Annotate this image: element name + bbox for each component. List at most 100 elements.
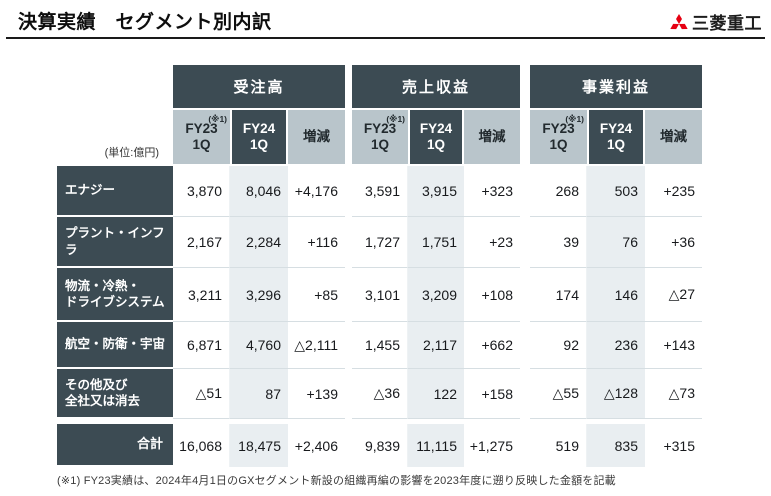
unit-label: (単位:億円): [104, 147, 159, 159]
profit-fy23-value: 519: [530, 424, 587, 467]
group-header-revenue: 売上収益: [352, 65, 520, 110]
profit-fy23-value: 39: [530, 217, 587, 268]
order-fy23-value: 16,068: [173, 424, 230, 467]
segment-row-label: プラント・インフラ: [57, 217, 173, 268]
group-gap: [345, 65, 352, 110]
col-header-label: FY23 1Q: [363, 121, 397, 152]
profit-fy23-value: △55: [530, 369, 587, 419]
company-logo-text: 三菱重工: [692, 14, 762, 33]
order-change-value: +4,176: [288, 166, 345, 217]
revenue-fy23-value: 9,839: [352, 424, 408, 467]
profit-fy23-value: 92: [530, 322, 587, 369]
revenue-fy23-value: 1,727: [352, 217, 408, 268]
segment-row-label: 物流・冷熱・ ドライブシステム: [57, 268, 173, 322]
profit-fy24-value: 835: [587, 424, 645, 467]
group-header-orders: 受注高: [173, 65, 345, 110]
group-gap: [345, 110, 352, 166]
col-header-profit-fy23: (※1) FY23 1Q: [530, 110, 587, 166]
order-fy24-value: 2,284: [230, 217, 288, 268]
revenue-fy24-value: 3,209: [408, 268, 464, 322]
order-fy23-value: 6,871: [173, 322, 230, 369]
profit-change-value: +315: [645, 424, 702, 467]
group-gap: [520, 166, 530, 217]
footnote-ref: (※1): [565, 114, 584, 124]
segment-results-table: 受注高 売上収益 事業利益 (単位:億円) (※1) FY23 1Q FY24 …: [57, 65, 702, 467]
page-title: 決算実績 セグメント別内訳: [18, 12, 272, 33]
corner-spacer: [57, 65, 173, 110]
group-gap: [520, 65, 530, 110]
order-fy23-value: 3,870: [173, 166, 230, 217]
revenue-change-value: +323: [464, 166, 520, 217]
group-gap: [520, 217, 530, 268]
revenue-change-value: +23: [464, 217, 520, 268]
group-gap: [520, 369, 530, 419]
profit-change-value: +143: [645, 322, 702, 369]
order-change-value: +116: [288, 217, 345, 268]
group-gap: [520, 110, 530, 166]
order-change-value: +85: [288, 268, 345, 322]
order-change-value: +139: [288, 369, 345, 419]
group-gap: [345, 424, 352, 467]
revenue-fy24-value: 11,115: [408, 424, 464, 467]
group-gap: [345, 268, 352, 322]
profit-fy23-value: 268: [530, 166, 587, 217]
col-header-profit-fy24: FY24 1Q: [587, 110, 645, 166]
revenue-fy24-value: 3,915: [408, 166, 464, 217]
col-header-label: FY24 1Q: [242, 121, 276, 152]
revenue-fy24-value: 122: [408, 369, 464, 419]
revenue-fy23-value: △36: [352, 369, 408, 419]
group-gap: [520, 322, 530, 369]
col-header-orders-change: 増減: [288, 110, 345, 166]
revenue-fy24-value: 2,117: [408, 322, 464, 369]
order-change-value: +2,406: [288, 424, 345, 467]
order-fy24-value: 3,296: [230, 268, 288, 322]
profit-change-value: +235: [645, 166, 702, 217]
order-change-value: △2,111: [288, 322, 345, 369]
col-header-label: FY23 1Q: [185, 121, 218, 152]
group-gap: [520, 268, 530, 322]
col-header-revenue-change: 増減: [464, 110, 520, 166]
total-row-label: 合計: [57, 424, 173, 467]
col-header-revenue-fy24: FY24 1Q: [408, 110, 464, 166]
group-gap: [345, 322, 352, 369]
col-header-revenue-fy23: (※1) FY23 1Q: [352, 110, 408, 166]
col-header-label: FY24 1Q: [599, 121, 633, 152]
col-header-orders-fy23: (※1) FY23 1Q: [173, 110, 230, 166]
segment-row-label: その他及び 全社又は消去: [57, 369, 173, 419]
profit-fy24-value: 76: [587, 217, 645, 268]
revenue-fy24-value: 1,751: [408, 217, 464, 268]
footnote-ref: (※1): [208, 114, 227, 124]
revenue-fy23-value: 1,455: [352, 322, 408, 369]
order-fy24-value: 8,046: [230, 166, 288, 217]
segment-row-label: 航空・防衛・宇宙: [57, 322, 173, 369]
group-gap: [520, 424, 530, 467]
revenue-fy23-value: 3,591: [352, 166, 408, 217]
profit-fy24-value: 236: [587, 322, 645, 369]
col-header-label: 増減: [478, 129, 506, 145]
footnote: (※1) FY23実績は、2024年4月1日のGXセグメント新設の組織再編の影響…: [57, 475, 616, 487]
order-fy24-value: 18,475: [230, 424, 288, 467]
profit-fy24-value: △128: [587, 369, 645, 419]
profit-change-value: △27: [645, 268, 702, 322]
group-gap: [345, 166, 352, 217]
profit-fy24-value: 503: [587, 166, 645, 217]
revenue-fy23-value: 3,101: [352, 268, 408, 322]
company-logo: 三菱重工: [669, 9, 762, 34]
order-fy24-value: 87: [230, 369, 288, 419]
profit-change-value: △73: [645, 369, 702, 419]
title-divider: [6, 37, 765, 39]
group-gap: [345, 217, 352, 268]
col-header-profit-change: 増減: [645, 110, 702, 166]
order-fy23-value: 2,167: [173, 217, 230, 268]
revenue-change-value: +108: [464, 268, 520, 322]
profit-change-value: +36: [645, 217, 702, 268]
group-header-profit: 事業利益: [530, 65, 702, 110]
profit-fy23-value: 174: [530, 268, 587, 322]
revenue-change-value: +1,275: [464, 424, 520, 467]
mitsubishi-diamonds-icon: [670, 13, 688, 29]
profit-fy24-value: 146: [587, 268, 645, 322]
col-header-orders-fy24: FY24 1Q: [230, 110, 288, 166]
segment-row-label: エナジー: [57, 166, 173, 217]
col-header-label: FY24 1Q: [419, 121, 453, 152]
